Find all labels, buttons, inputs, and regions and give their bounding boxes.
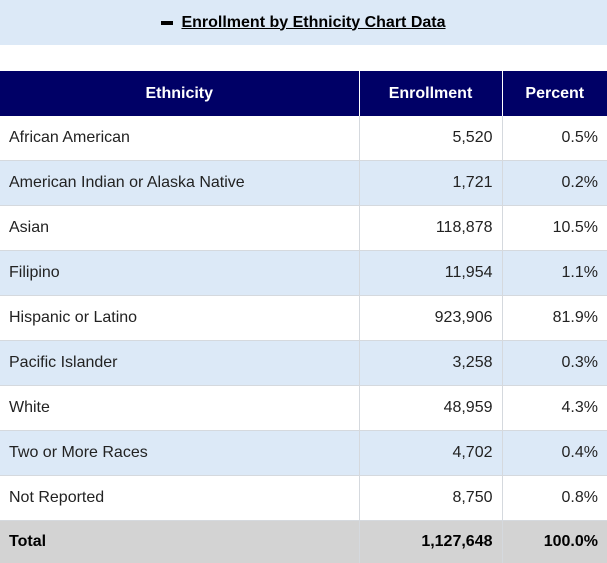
section-header: Enrollment by Ethnicity Chart Data — [0, 0, 607, 45]
table-row: White 48,959 4.3% — [0, 386, 607, 431]
total-label: Total — [0, 521, 359, 563]
enrollment-cell: 8,750 — [359, 476, 502, 521]
percent-cell: 81.9% — [502, 296, 607, 341]
ethnicity-cell: Hispanic or Latino — [0, 296, 359, 341]
table-row: Asian 118,878 10.5% — [0, 206, 607, 251]
percent-cell: 0.2% — [502, 161, 607, 206]
ethnicity-cell: Two or More Races — [0, 431, 359, 476]
table-row: Filipino 11,954 1.1% — [0, 251, 607, 296]
total-percent: 100.0% — [502, 521, 607, 563]
percent-cell: 0.3% — [502, 341, 607, 386]
collapse-toggle[interactable]: Enrollment by Ethnicity Chart Data — [161, 14, 445, 32]
percent-cell: 4.3% — [502, 386, 607, 431]
ethnicity-cell: Pacific Islander — [0, 341, 359, 386]
ethnicity-cell: African American — [0, 116, 359, 161]
percent-cell: 10.5% — [502, 206, 607, 251]
total-row: Total 1,127,648 100.0% — [0, 521, 607, 563]
enrollment-cell: 11,954 — [359, 251, 502, 296]
section-title[interactable]: Enrollment by Ethnicity Chart Data — [181, 14, 445, 32]
ethnicity-cell: Filipino — [0, 251, 359, 296]
table-row: Hispanic or Latino 923,906 81.9% — [0, 296, 607, 341]
total-enrollment: 1,127,648 — [359, 521, 502, 563]
ethnicity-cell: Not Reported — [0, 476, 359, 521]
table-header-row: Ethnicity Enrollment Percent — [0, 71, 607, 116]
enrollment-cell: 118,878 — [359, 206, 502, 251]
enrollment-cell: 5,520 — [359, 116, 502, 161]
enrollment-table: Ethnicity Enrollment Percent African Ame… — [0, 71, 607, 563]
enrollment-cell: 3,258 — [359, 341, 502, 386]
percent-cell: 0.8% — [502, 476, 607, 521]
enrollment-cell: 923,906 — [359, 296, 502, 341]
enrollment-cell: 1,721 — [359, 161, 502, 206]
table-row: Two or More Races 4,702 0.4% — [0, 431, 607, 476]
column-header-ethnicity: Ethnicity — [0, 71, 359, 116]
enrollment-cell: 48,959 — [359, 386, 502, 431]
ethnicity-cell: White — [0, 386, 359, 431]
table-row: African American 5,520 0.5% — [0, 116, 607, 161]
column-header-enrollment: Enrollment — [359, 71, 502, 116]
enrollment-cell: 4,702 — [359, 431, 502, 476]
percent-cell: 0.5% — [502, 116, 607, 161]
ethnicity-cell: Asian — [0, 206, 359, 251]
table-row: American Indian or Alaska Native 1,721 0… — [0, 161, 607, 206]
minus-icon[interactable] — [161, 21, 173, 25]
table-row: Not Reported 8,750 0.8% — [0, 476, 607, 521]
column-header-percent: Percent — [502, 71, 607, 116]
percent-cell: 1.1% — [502, 251, 607, 296]
table-row: Pacific Islander 3,258 0.3% — [0, 341, 607, 386]
ethnicity-cell: American Indian or Alaska Native — [0, 161, 359, 206]
percent-cell: 0.4% — [502, 431, 607, 476]
